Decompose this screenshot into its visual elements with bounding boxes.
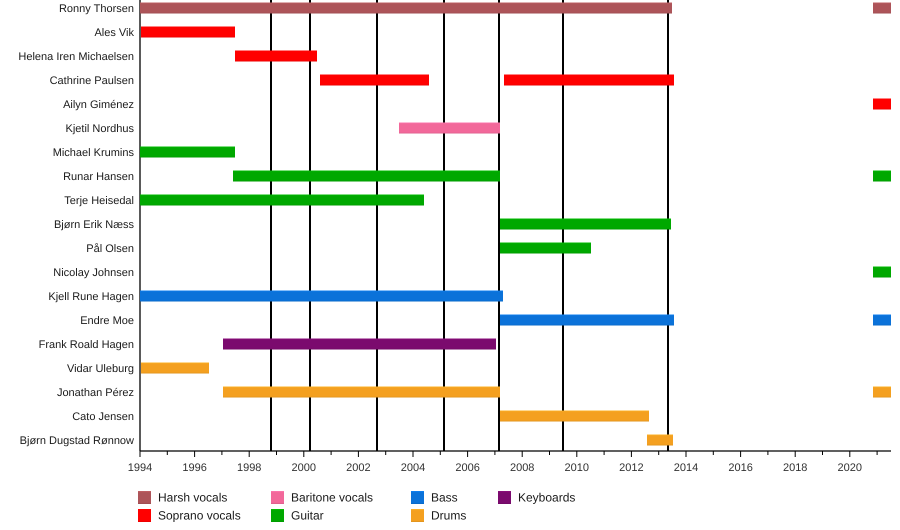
svg-text:2000: 2000 <box>292 462 316 474</box>
svg-text:2008: 2008 <box>510 462 534 474</box>
svg-text:Cathrine Paulsen: Cathrine Paulsen <box>50 75 134 87</box>
svg-text:2012: 2012 <box>619 462 643 474</box>
svg-text:Drums: Drums <box>431 509 466 523</box>
svg-text:Guitar: Guitar <box>291 509 324 523</box>
svg-text:Bass: Bass <box>431 491 458 505</box>
svg-text:1998: 1998 <box>237 462 261 474</box>
svg-text:Bjørn Dugstad Rønnow: Bjørn Dugstad Rønnow <box>20 435 134 447</box>
svg-text:2014: 2014 <box>674 462 698 474</box>
svg-text:Terje Heisedal: Terje Heisedal <box>64 195 134 207</box>
svg-text:Soprano vocals: Soprano vocals <box>158 509 241 523</box>
svg-text:2006: 2006 <box>455 462 479 474</box>
svg-text:Kjetil Nordhus: Kjetil Nordhus <box>66 123 135 135</box>
svg-text:2010: 2010 <box>565 462 589 474</box>
svg-text:Helena Iren Michaelsen: Helena Iren Michaelsen <box>18 51 134 63</box>
svg-text:2004: 2004 <box>401 462 425 474</box>
svg-text:Runar Hansen: Runar Hansen <box>63 171 134 183</box>
svg-text:Endre Moe: Endre Moe <box>80 315 134 327</box>
svg-text:2020: 2020 <box>838 462 862 474</box>
svg-text:Ailyn Giménez: Ailyn Giménez <box>63 99 134 111</box>
svg-text:Vidar Uleburg: Vidar Uleburg <box>67 363 134 375</box>
svg-text:Keyboards: Keyboards <box>518 491 575 505</box>
svg-text:Ronny Thorsen: Ronny Thorsen <box>59 3 134 15</box>
svg-text:1996: 1996 <box>182 462 206 474</box>
svg-text:Harsh vocals: Harsh vocals <box>158 491 227 505</box>
svg-text:Pål Olsen: Pål Olsen <box>86 243 134 255</box>
svg-text:Kjell Rune Hagen: Kjell Rune Hagen <box>48 291 134 303</box>
svg-text:2018: 2018 <box>783 462 807 474</box>
svg-text:2002: 2002 <box>346 462 370 474</box>
svg-text:Frank Roald Hagen: Frank Roald Hagen <box>39 339 134 351</box>
svg-text:Cato Jensen: Cato Jensen <box>72 411 134 423</box>
svg-text:1994: 1994 <box>128 462 152 474</box>
svg-text:Baritone vocals: Baritone vocals <box>291 491 373 505</box>
svg-text:Michael Krumins: Michael Krumins <box>53 147 135 159</box>
svg-text:Ales Vik: Ales Vik <box>94 27 134 39</box>
svg-text:Nicolay Johnsen: Nicolay Johnsen <box>53 267 134 279</box>
svg-text:Bjørn Erik Næss: Bjørn Erik Næss <box>54 219 135 231</box>
svg-text:Jonathan Pérez: Jonathan Pérez <box>57 387 134 399</box>
svg-text:2016: 2016 <box>728 462 752 474</box>
